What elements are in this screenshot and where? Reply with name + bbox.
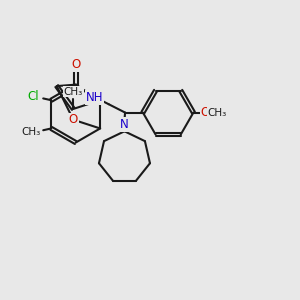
- Text: O: O: [69, 113, 78, 126]
- Text: CH₃: CH₃: [64, 87, 83, 97]
- Text: N: N: [120, 118, 129, 131]
- Text: NH: NH: [86, 91, 104, 104]
- Text: CH₃: CH₃: [208, 108, 227, 118]
- Text: CH₃: CH₃: [22, 127, 41, 137]
- Text: O: O: [201, 106, 210, 119]
- Text: O: O: [71, 58, 81, 71]
- Text: Cl: Cl: [28, 90, 39, 103]
